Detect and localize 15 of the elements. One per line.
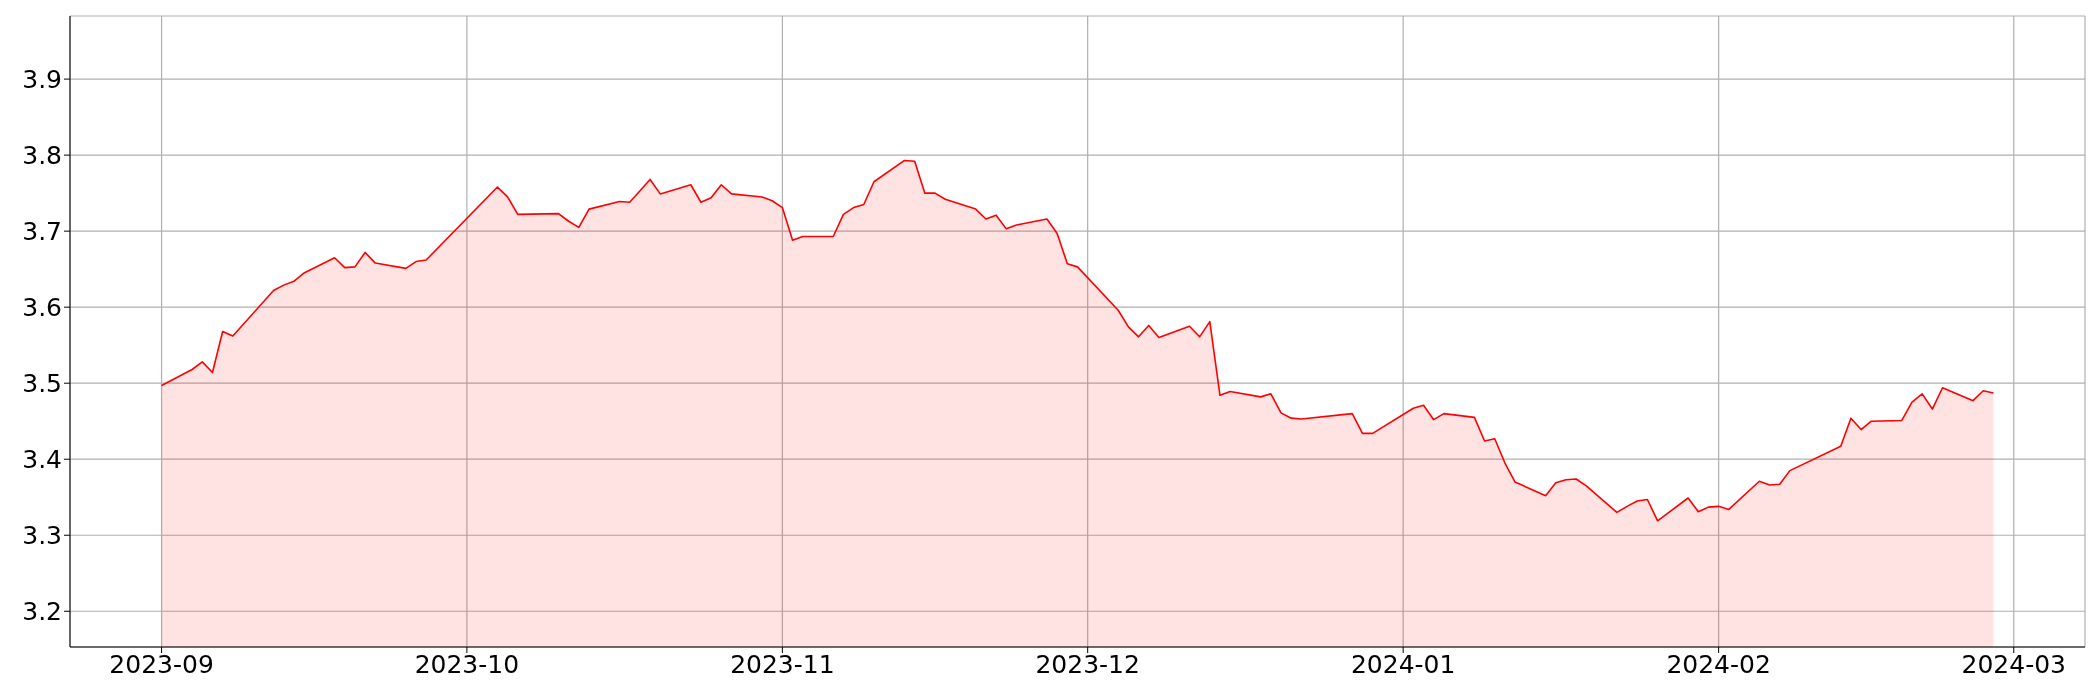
- x-tick-label: 2023-10: [414, 649, 520, 679]
- x-tick-label: 2023-12: [1035, 649, 1140, 679]
- x-tick-label: 2023-09: [109, 649, 214, 679]
- x-tick-label: 2023-11: [730, 649, 835, 679]
- x-tick-label: 2024-02: [1666, 649, 1771, 679]
- y-tick-label: 3.7: [22, 217, 62, 247]
- y-tick-label: 3.6: [22, 293, 62, 323]
- y-tick-label: 3.2: [22, 597, 62, 627]
- x-tick-label: 2024-01: [1350, 649, 1456, 679]
- y-tick-label: 3.4: [22, 445, 62, 475]
- y-tick-label: 3.9: [22, 64, 62, 94]
- y-tick-label: 3.8: [22, 141, 62, 170]
- y-tick-label: 3.3: [22, 521, 62, 551]
- x-tick-label: 2024-03: [1961, 649, 2066, 679]
- y-tick-label: 3.5: [22, 369, 62, 399]
